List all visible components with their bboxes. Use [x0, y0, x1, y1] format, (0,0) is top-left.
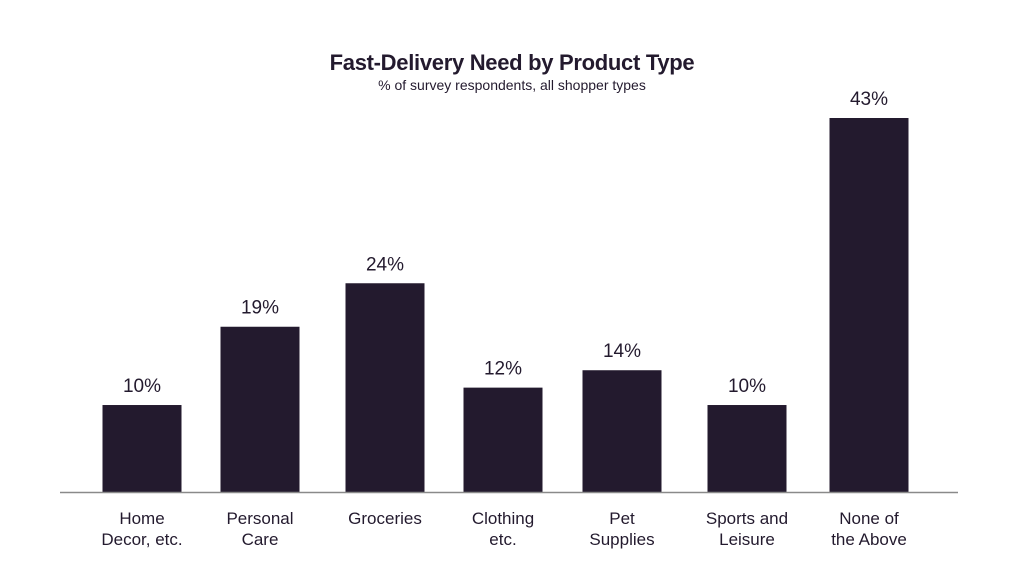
bar-value-label: 12%	[484, 359, 522, 380]
category-label: None of the Above	[831, 509, 907, 549]
category-label-line: Clothing	[472, 509, 534, 528]
bar-value-label: 19%	[241, 298, 279, 319]
category-label-line: Personal	[226, 509, 293, 528]
bar	[829, 118, 909, 492]
category-label-line: Home	[119, 509, 164, 528]
bars-group	[102, 118, 909, 492]
bar	[582, 370, 662, 492]
category-label-line: Pet	[609, 509, 635, 528]
category-label-line: the Above	[831, 530, 907, 549]
bar	[220, 326, 300, 492]
category-label: Groceries	[348, 509, 422, 528]
bar-value-label: 10%	[728, 376, 766, 397]
category-label-line: Sports and	[706, 509, 788, 528]
bar-value-label: 14%	[603, 341, 641, 362]
category-label-line: Care	[242, 530, 279, 549]
bar-value-label: 24%	[366, 254, 404, 275]
chart-title: Fast-Delivery Need by Product Type	[329, 50, 695, 75]
category-label: Pet Supplies	[589, 509, 654, 549]
category-label: Personal Care	[226, 509, 293, 549]
bar	[463, 387, 543, 492]
bar	[345, 283, 425, 492]
value-labels-group: 10% 19% 24% 12% 14% 10% 43%	[123, 89, 888, 397]
category-label-line: Leisure	[719, 530, 775, 549]
category-label-line: Decor, etc.	[101, 530, 182, 549]
category-label-line: Groceries	[348, 509, 422, 528]
chart-subtitle: % of survey respondents, all shopper typ…	[378, 77, 646, 93]
category-label-line: Supplies	[589, 530, 654, 549]
category-label-line: etc.	[489, 530, 516, 549]
bar-value-label: 10%	[123, 376, 161, 397]
bar	[707, 405, 787, 492]
category-labels-group: Home Decor, etc. Personal Care Groceries Clot…	[101, 509, 906, 549]
category-label: Home Decor, etc.	[101, 509, 182, 549]
category-label: Sports and Leisure	[706, 509, 788, 549]
category-label-line: None of	[839, 509, 899, 528]
category-label: Clothing etc.	[472, 509, 534, 549]
bar	[102, 405, 182, 492]
bar-value-label: 43%	[850, 89, 888, 110]
